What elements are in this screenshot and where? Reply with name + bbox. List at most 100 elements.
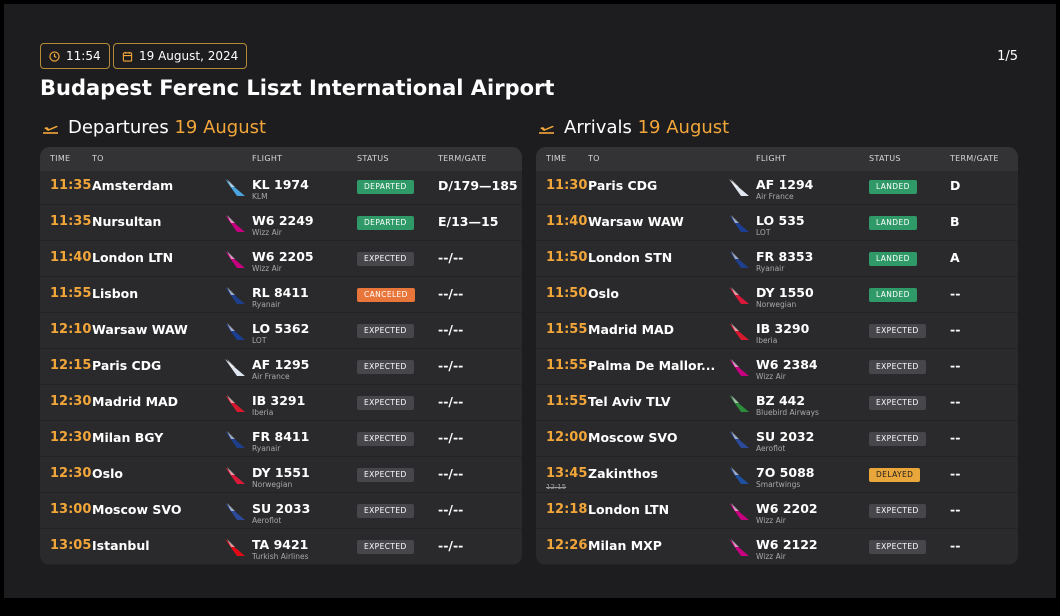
airline-name: Wizz Air [252,264,282,273]
destination: Paris CDG [588,178,658,193]
flight-number: DY 1550 [756,285,814,300]
destination: Nursultan [92,214,162,229]
airline-logo [224,358,246,382]
terminal-gate: -- [950,466,961,481]
tail-icon [729,503,749,520]
destination: Moscow SVO [588,430,678,445]
column-header: TO [588,154,600,163]
flight-number: LO 535 [756,213,805,228]
scheduled-time: 11:50 [546,250,588,265]
section-title: Arrivals 19 August [564,117,729,138]
airline-name: Wizz Air [756,552,786,561]
tail-icon [729,539,749,556]
section-title: Departures 19 August [68,117,266,138]
scheduled-time: 13:00 [50,502,92,517]
flight-number: IB 3291 [252,393,306,408]
scheduled-time: 12:30 [50,430,92,445]
airline-name: Aeroflot [756,444,786,453]
tail-icon [729,395,749,412]
tail-icon [729,359,749,376]
terminal-gate: -- [950,358,961,373]
terminal-gate: --/-- [438,394,464,409]
plane-icon [539,125,554,134]
status-badge: EXPECTED [357,468,414,482]
terminal-gate: --/-- [438,286,464,301]
airline-name: Turkish Airlines [252,552,309,561]
terminal-gate: --/-- [438,322,464,337]
flight-number: W6 2122 [756,537,818,552]
flight-number: IB 3290 [756,321,810,336]
status-badge: DEPARTED [357,180,414,194]
destination: Madrid MAD [92,394,179,409]
airline-logo [224,502,246,526]
airline-name: Ryanair [252,444,281,453]
original-time: 12:15 [546,483,567,491]
destination: Oslo [588,286,619,301]
scheduled-time: 11:55 [546,394,588,409]
column-header: TERM/GATE [950,154,999,163]
tail-icon [729,431,749,448]
flight-table: TIME TO FLIGHT STATUS TERM/GATE 11:35 Amsterda… [40,147,522,565]
airline-name: Iberia [756,336,778,345]
tail-icon [729,215,749,232]
status-badge: DEPARTED [357,216,414,230]
status-badge: EXPECTED [357,324,414,338]
status-badge: EXPECTED [869,360,926,374]
flight-row: 12:30 Madrid MAD IB 3291 Iberia EXPECTED --/-… [40,385,522,421]
flight-number: SU 2033 [252,501,311,516]
status-badge: LANDED [869,180,917,194]
airline-logo [224,394,246,418]
destination: London LTN [92,250,174,265]
airline-logo [728,430,750,454]
terminal-gate: --/-- [438,538,464,553]
column-header: FLIGHT [252,154,283,163]
calendar-icon [122,51,133,62]
flight-table: TIME TO FLIGHT STATUS TERM/GATE 11:30 Paris CD… [536,147,1018,565]
flight-row: 13:00 Moscow SVO SU 2033 Aeroflot EXPECTED --… [40,493,522,529]
flight-number: AF 1294 [756,177,814,192]
column-header: STATUS [357,154,389,163]
table-header: TIME TO FLIGHT STATUS TERM/GATE [40,147,522,171]
flight-number: W6 2384 [756,357,818,372]
flight-row: 12:00 Moscow SVO SU 2032 Aeroflot EXPECTED -- [536,421,1018,457]
date-chip: 19 August, 2024 [113,43,248,69]
page-indicator: 1/5 [997,49,1018,64]
flight-number: SU 2032 [756,429,815,444]
tail-icon [225,395,245,412]
scheduled-time: 11:55 [50,286,92,301]
status-badge: EXPECTED [357,504,414,518]
status-badge: LANDED [869,216,917,230]
airline-logo [728,466,750,490]
clock-icon [49,50,60,62]
status-badge: EXPECTED [869,504,926,518]
tail-icon [225,179,245,196]
terminal-gate: A [950,250,960,265]
status-badge: DELAYED [869,468,921,482]
airline-logo [728,178,750,202]
airline-logo [224,286,246,310]
current-date: 19 August, 2024 [139,49,239,63]
terminal-gate: D/179—185 [438,178,518,193]
scheduled-time: 12:26 [546,538,588,553]
scheduled-time: 11:50 [546,286,588,301]
airline-name: LOT [756,228,771,237]
status-badge: EXPECTED [357,432,414,446]
flight-row: 13:45 12:15 Zakinthos 7O 5088 Smartwings DELA… [536,457,1018,493]
flight-number: W6 2202 [756,501,818,516]
scheduled-time: 11:35 [50,178,92,193]
flight-number: RL 8411 [252,285,309,300]
status-badge: EXPECTED [357,252,414,266]
tail-icon [729,323,749,340]
flight-row: 11:50 London STN FR 8353 Ryanair LANDED A [536,241,1018,277]
airline-name: Norwegian [756,300,797,309]
flight-number: LO 5362 [252,321,310,336]
flight-row: 11:55 Palma De Mallor... W6 2384 Wizz Air EX… [536,349,1018,385]
display: 11:54 19 August, 2024 1/5 Budapest Feren… [4,4,1056,598]
airline-logo [224,250,246,274]
airline-logo [728,322,750,346]
tail-icon [225,251,245,268]
flight-row: 12:26 Milan MXP W6 2122 Wizz Air EXPECTED -- [536,529,1018,565]
terminal-gate: -- [950,502,961,517]
status-badge: EXPECTED [869,540,926,554]
flight-row: 11:40 Warsaw WAW LO 535 LOT LANDED B [536,205,1018,241]
